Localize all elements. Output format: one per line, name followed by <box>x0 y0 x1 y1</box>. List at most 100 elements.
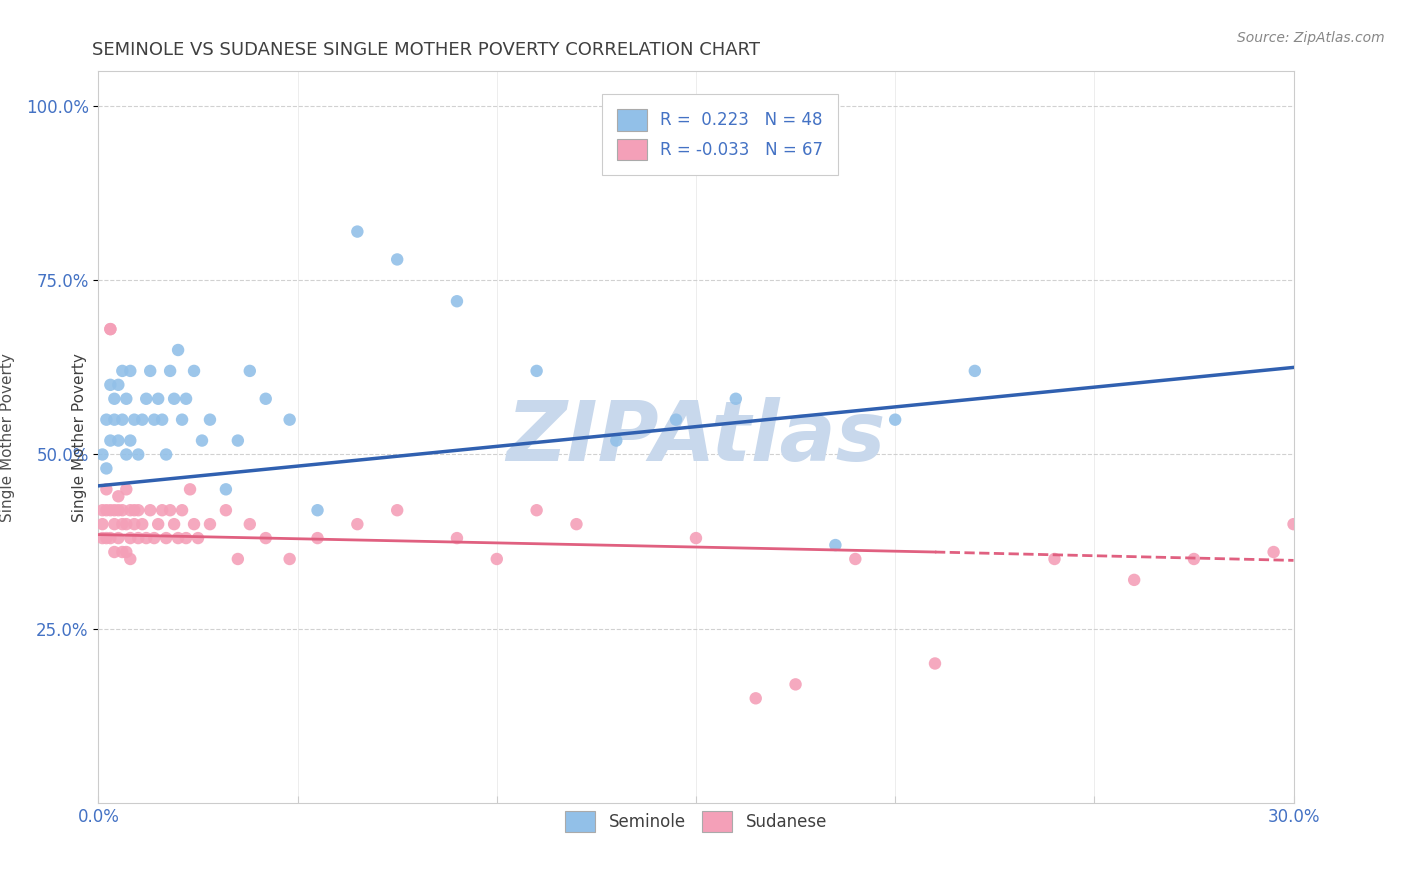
Point <box>103 412 125 426</box>
Point <box>174 392 197 406</box>
Point <box>665 412 688 426</box>
Point <box>254 392 277 406</box>
Point <box>103 503 125 517</box>
Point <box>226 434 249 448</box>
Point <box>120 503 142 517</box>
Point <box>155 531 177 545</box>
Point <box>159 503 181 517</box>
Point <box>605 434 627 448</box>
Point <box>127 448 149 462</box>
Legend: Seminole, Sudanese: Seminole, Sudanese <box>551 797 841 846</box>
Point <box>172 412 194 426</box>
Point <box>526 364 548 378</box>
Point <box>526 503 548 517</box>
Point <box>346 225 368 239</box>
Point <box>884 412 907 426</box>
Point <box>239 517 262 532</box>
Point <box>179 483 201 497</box>
Point <box>191 434 214 448</box>
Point <box>183 517 205 532</box>
Point <box>96 461 118 475</box>
Point <box>115 545 138 559</box>
Point <box>824 538 846 552</box>
Point <box>1263 545 1285 559</box>
Point <box>150 503 173 517</box>
Point <box>1282 517 1305 532</box>
Point <box>107 531 129 545</box>
Point <box>91 517 114 532</box>
Point <box>172 503 194 517</box>
Point <box>924 657 946 671</box>
Point <box>96 503 118 517</box>
Point <box>446 531 468 545</box>
Point <box>124 412 146 426</box>
Point <box>278 552 301 566</box>
Point <box>446 294 468 309</box>
Point <box>91 503 114 517</box>
Point <box>111 364 134 378</box>
Text: Source: ZipAtlas.com: Source: ZipAtlas.com <box>1237 31 1385 45</box>
Point <box>98 434 122 448</box>
Point <box>139 364 162 378</box>
Point <box>103 517 125 532</box>
Point <box>1123 573 1146 587</box>
Point <box>385 503 409 517</box>
Point <box>198 517 221 532</box>
Point <box>307 503 329 517</box>
Point <box>346 517 368 532</box>
Point <box>148 517 170 532</box>
Point <box>103 545 125 559</box>
Point <box>174 531 197 545</box>
Point <box>131 412 153 426</box>
Point <box>163 517 186 532</box>
Text: SEMINOLE VS SUDANESE SINGLE MOTHER POVERTY CORRELATION CHART: SEMINOLE VS SUDANESE SINGLE MOTHER POVER… <box>93 41 761 59</box>
Point <box>167 531 190 545</box>
Point <box>844 552 866 566</box>
Point <box>148 392 170 406</box>
Point <box>159 364 181 378</box>
Point <box>120 552 142 566</box>
Point <box>120 364 142 378</box>
Point <box>127 531 149 545</box>
Point <box>131 517 153 532</box>
Point <box>565 517 588 532</box>
Point <box>785 677 807 691</box>
Point <box>111 517 134 532</box>
Point <box>1182 552 1205 566</box>
Point <box>745 691 768 706</box>
Y-axis label: Single Mother Poverty: Single Mother Poverty <box>72 352 87 522</box>
Point <box>385 252 409 267</box>
Point <box>724 392 747 406</box>
Point <box>163 392 186 406</box>
Point <box>254 531 277 545</box>
Point <box>167 343 190 357</box>
Point <box>278 412 301 426</box>
Point <box>91 448 114 462</box>
Point <box>96 483 118 497</box>
Point <box>98 503 122 517</box>
Point <box>120 531 142 545</box>
Point <box>107 434 129 448</box>
Text: ZIPAtlas: ZIPAtlas <box>506 397 886 477</box>
Point <box>107 503 129 517</box>
Point <box>96 412 118 426</box>
Point <box>139 503 162 517</box>
Point <box>226 552 249 566</box>
Point <box>155 448 177 462</box>
Point <box>135 392 157 406</box>
Point <box>215 483 238 497</box>
Point <box>187 531 209 545</box>
Point <box>96 531 118 545</box>
Point <box>124 517 146 532</box>
Y-axis label: Single Mother Poverty: Single Mother Poverty <box>0 352 14 522</box>
Point <box>111 545 134 559</box>
Point <box>143 412 166 426</box>
Point <box>98 322 122 336</box>
Point <box>307 531 329 545</box>
Point <box>120 434 142 448</box>
Point <box>98 531 122 545</box>
Point <box>107 377 129 392</box>
Point <box>103 392 125 406</box>
Point <box>135 531 157 545</box>
Point <box>150 412 173 426</box>
